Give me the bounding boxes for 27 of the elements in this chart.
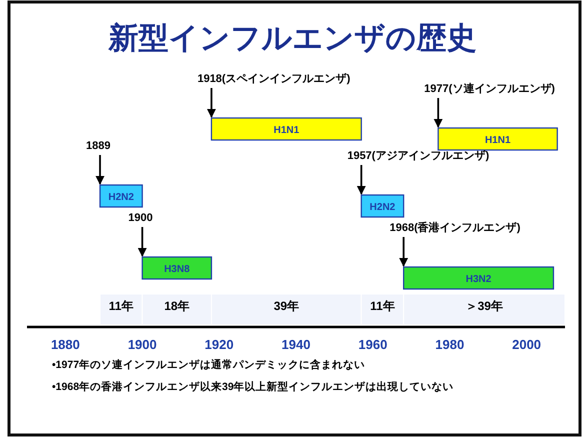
x-tick-label: 1900 <box>128 337 157 352</box>
annotation: 1968(香港インフルエンザ) <box>390 221 521 234</box>
data-label: H3N8 <box>164 264 190 275</box>
x-tick-label: 1940 <box>282 337 310 352</box>
data-label: H2N2 <box>108 192 134 203</box>
text: 1977(ソ連インフルエンザ) <box>424 82 556 95</box>
x-tick-label: 2000 <box>512 337 542 352</box>
x-tick-label: 1920 <box>204 337 234 352</box>
text: •1977年のソ連インフルエンザは通常パンデミックに含まれない <box>52 358 366 371</box>
data-label: H1N1 <box>484 135 511 146</box>
x-tick-label: 1880 <box>50 337 80 352</box>
band-label: 39年 <box>274 299 300 313</box>
band-label: 18年 <box>164 299 190 313</box>
chart-title: 新型インフルエンザの歴史 <box>108 21 476 55</box>
band-label: 11年 <box>108 299 134 313</box>
data-label: H1N1 <box>274 125 300 136</box>
text: 1918(スペインインフルエンザ) <box>197 72 351 85</box>
x-tick-label: 1960 <box>358 337 388 352</box>
text: •1968年の香港インフルエンザ以来39年以上新型インフルエンザは出現していない <box>52 380 454 393</box>
band-label: ＞39年 <box>466 299 503 313</box>
data-label: H3N2 <box>466 274 492 285</box>
data-label: H2N2 <box>370 202 396 213</box>
x-tick-label: 1980 <box>435 337 464 352</box>
annotation: 1900 <box>128 212 153 224</box>
band-label: 11年 <box>370 299 395 313</box>
annotation: 1957(アジアインフルエンザ) <box>347 149 490 162</box>
annotation: 1889 <box>86 140 110 152</box>
